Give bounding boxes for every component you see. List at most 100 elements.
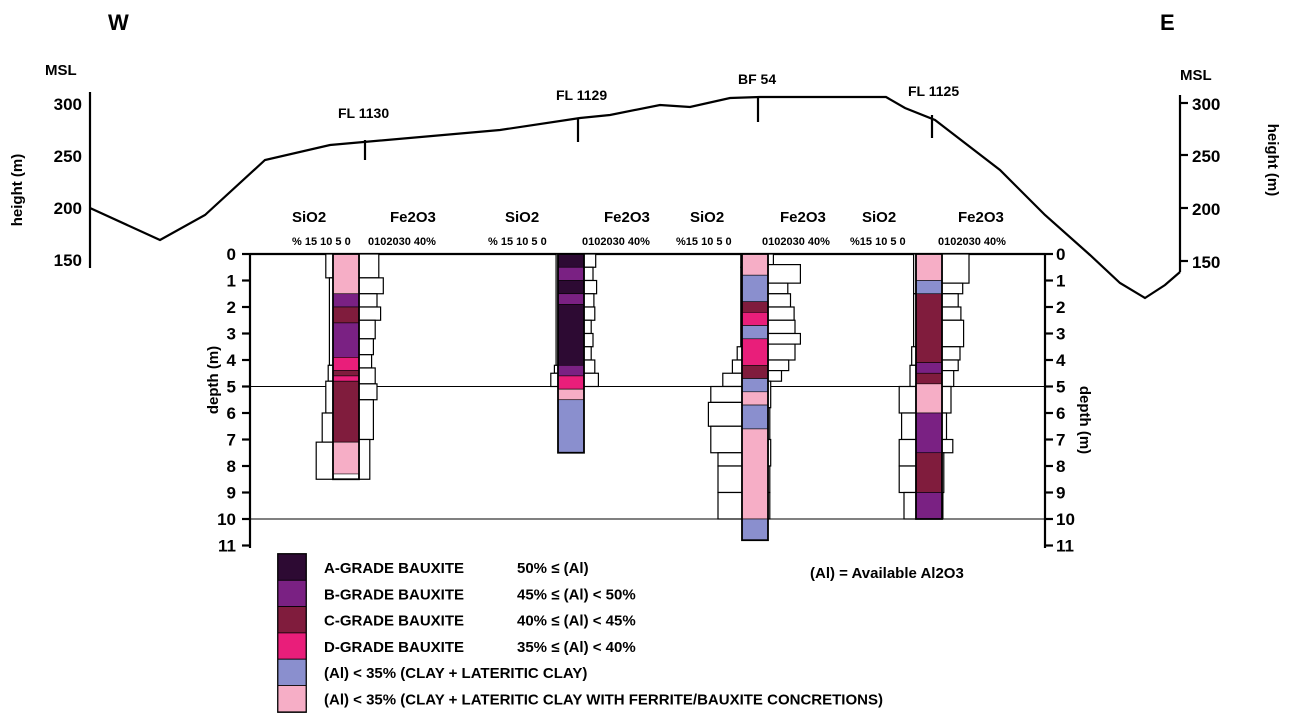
fe2o3-header: Fe2O3 bbox=[958, 209, 1004, 226]
depth-tick-label: 9 bbox=[1056, 484, 1065, 503]
borehole-column-frame bbox=[332, 253, 360, 481]
borehole-log bbox=[898, 253, 970, 520]
fe2o3-bar bbox=[583, 266, 594, 282]
sio2-header: SiO2 bbox=[690, 209, 724, 226]
sio2-bar bbox=[722, 372, 743, 388]
left-depth-title: depth (m) bbox=[205, 346, 222, 414]
grade-segment bbox=[557, 280, 585, 295]
fe2o3-bar bbox=[941, 282, 964, 295]
fe2o3-bar bbox=[358, 253, 380, 279]
right-height-axis: MSL 300 250 200 150 height (m) bbox=[1178, 67, 1281, 272]
fe2o3-bar bbox=[358, 399, 374, 441]
left-height-tick: 150 bbox=[54, 251, 82, 270]
east-label: E bbox=[1160, 10, 1175, 35]
depth-tick-label: 8 bbox=[1056, 457, 1065, 476]
sio2-bar bbox=[321, 412, 334, 443]
grade-segment bbox=[741, 325, 769, 340]
well-label-fl1129: FL 1129 bbox=[556, 87, 607, 103]
borehole-log bbox=[315, 253, 384, 481]
fe2o3-bar bbox=[358, 367, 376, 385]
legend-label: D-GRADE BAUXITE bbox=[324, 639, 464, 656]
sio2-bar bbox=[898, 438, 917, 467]
well-label-fl1130: FL 1130 bbox=[338, 105, 389, 121]
depth-tick-label: 3 bbox=[1056, 325, 1065, 344]
legend-range: 40% ≤ (Al) < 45% bbox=[517, 613, 636, 630]
legend-swatch bbox=[277, 658, 307, 686]
grade-segment bbox=[332, 375, 360, 382]
depth-tick-label: 6 bbox=[227, 404, 236, 423]
right-height-tick: 150 bbox=[1192, 253, 1220, 272]
fe2o3-bar bbox=[941, 346, 961, 361]
left-msl-label: MSL bbox=[45, 62, 77, 79]
depth-tick-label: 7 bbox=[1056, 431, 1065, 450]
grade-segment bbox=[741, 338, 769, 366]
grade-segment bbox=[557, 266, 585, 281]
sio2-bar bbox=[903, 491, 917, 520]
borehole-logs bbox=[315, 253, 970, 542]
fe2o3-bar bbox=[583, 372, 599, 388]
fe2o3-header: Fe2O3 bbox=[390, 209, 436, 226]
fe2o3-bar bbox=[358, 383, 378, 401]
grade-segment bbox=[741, 311, 769, 326]
depth-tick-label: 4 bbox=[1056, 351, 1066, 370]
legend-swatch bbox=[277, 579, 307, 607]
grade-segment bbox=[557, 364, 585, 377]
fe2o3-bar bbox=[583, 293, 595, 308]
fe2o3-bar bbox=[767, 264, 802, 284]
left-depth-ticks: 0 1 2 3 4 5 6 7 8 9 10 11 bbox=[217, 245, 250, 556]
grade-segment bbox=[557, 253, 585, 268]
fe2o3-bar bbox=[941, 385, 952, 414]
depth-tick-label: 0 bbox=[1056, 245, 1065, 264]
grade-segment bbox=[557, 304, 585, 366]
fe2o3-bar bbox=[583, 319, 592, 335]
right-height-tick: 250 bbox=[1192, 147, 1220, 166]
grade-segment bbox=[332, 322, 360, 358]
sio2-bar bbox=[717, 491, 743, 520]
fe2o3-bar bbox=[767, 282, 789, 295]
legend-label: C-GRADE BAUXITE bbox=[324, 613, 464, 630]
right-msl-label: MSL bbox=[1180, 67, 1212, 84]
depth-tick-label: 11 bbox=[1056, 537, 1074, 556]
depth-tick-label: 6 bbox=[1056, 404, 1065, 423]
fe2o3-scale: 0102030 40% bbox=[938, 236, 1006, 248]
depth-tick-label: 0 bbox=[227, 245, 236, 264]
sio2-bar bbox=[898, 465, 917, 494]
grade-segment bbox=[741, 428, 769, 520]
well-label-fl1125: FL 1125 bbox=[908, 83, 959, 99]
fe2o3-bar bbox=[941, 293, 959, 308]
legend-range: 35% ≤ (Al) < 40% bbox=[517, 639, 636, 656]
depth-tick-label: 11 bbox=[218, 537, 236, 556]
fe2o3-bar bbox=[583, 306, 596, 321]
depth-tick-label: 5 bbox=[1056, 378, 1065, 397]
grade-segment bbox=[557, 388, 585, 401]
fe2o3-header: Fe2O3 bbox=[604, 209, 650, 226]
fe2o3-bar bbox=[767, 343, 796, 361]
legend-label: A-GRADE BAUXITE bbox=[324, 560, 464, 577]
fe2o3-bar bbox=[358, 354, 373, 369]
sio2-scale: % 15 10 5 0 bbox=[292, 236, 351, 248]
depth-tick-label: 1 bbox=[227, 272, 236, 291]
fe2o3-bar bbox=[358, 277, 384, 295]
fe2o3-bar bbox=[767, 293, 792, 308]
grade-segment bbox=[741, 391, 769, 406]
borehole-log bbox=[550, 253, 599, 454]
sio2-bar bbox=[325, 380, 334, 414]
grade-segment bbox=[332, 357, 360, 371]
left-height-title: height (m) bbox=[9, 154, 26, 227]
sio2-scale: %15 10 5 0 bbox=[676, 236, 732, 248]
left-height-tick: 200 bbox=[54, 199, 82, 218]
grade-segment bbox=[332, 306, 360, 324]
legend-label: (Al) < 35% (CLAY + LATERITIC CLAY) bbox=[324, 665, 587, 682]
borehole-column-frame bbox=[915, 253, 943, 520]
legend-swatch bbox=[277, 685, 307, 713]
depth-tick-label: 7 bbox=[227, 431, 236, 450]
grade-segment bbox=[332, 253, 360, 295]
fe2o3-header: Fe2O3 bbox=[780, 209, 826, 226]
depth-tick-label: 2 bbox=[227, 298, 236, 317]
legend-range: 50% ≤ (Al) bbox=[517, 560, 589, 577]
grade-segment bbox=[915, 452, 943, 493]
sio2-bar bbox=[900, 412, 917, 441]
sio2-bar bbox=[909, 364, 917, 388]
fe2o3-bar bbox=[767, 319, 796, 335]
sio2-bar bbox=[731, 359, 743, 374]
